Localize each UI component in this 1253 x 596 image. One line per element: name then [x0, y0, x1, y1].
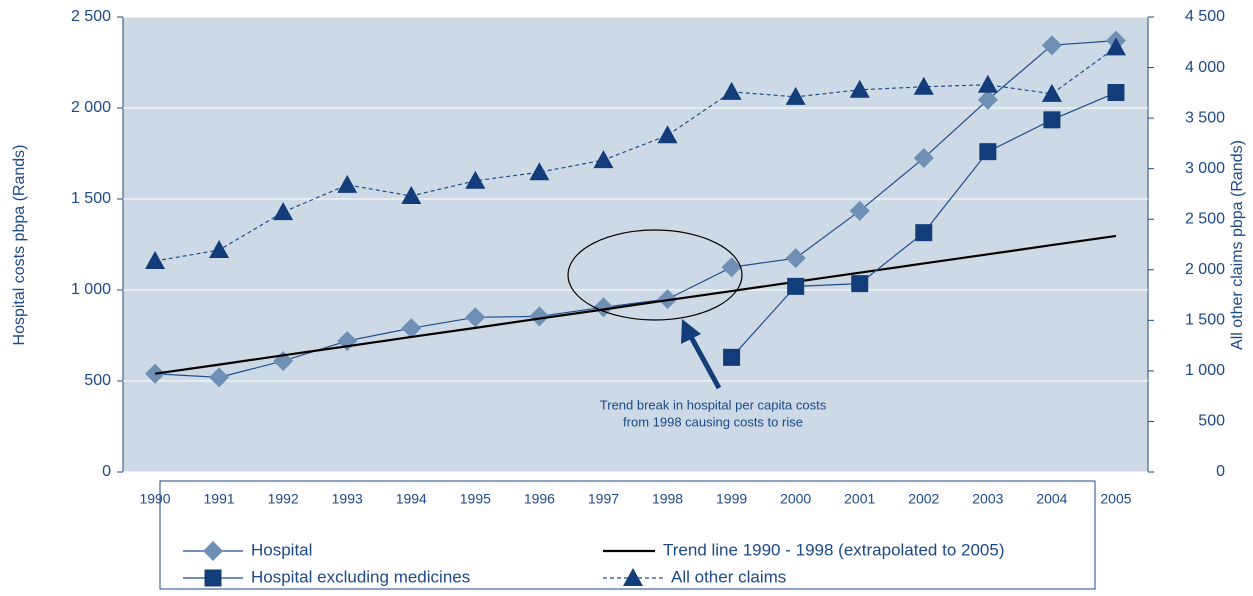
triangle-marker — [785, 86, 806, 105]
diamond-marker — [849, 200, 870, 221]
square-marker — [1107, 84, 1125, 102]
y2-tick-label: 500 — [1198, 413, 1225, 430]
y2-axis-label: All other claims pbpa (Rands) — [1229, 140, 1246, 350]
diamond-marker — [977, 89, 998, 110]
x-tick-label: 1992 — [268, 491, 299, 507]
y-tick-label: 0 — [102, 463, 111, 480]
triangle-marker — [721, 81, 742, 100]
diamond-marker — [203, 541, 223, 561]
triangle-marker — [849, 79, 870, 98]
square-marker — [915, 224, 933, 242]
diamond-marker — [593, 297, 614, 318]
legend-label: Hospital excluding medicines — [251, 567, 470, 586]
x-tick-label: 1994 — [396, 491, 427, 507]
x-tick-label: 1996 — [524, 491, 555, 507]
triangle-marker — [401, 185, 422, 204]
x-tick-label: 2004 — [1036, 491, 1067, 507]
square-marker — [723, 348, 741, 366]
triangle-marker — [209, 240, 230, 259]
square-marker — [979, 143, 997, 161]
x-tick-label: 2005 — [1100, 491, 1131, 507]
y2-tick-label: 3 500 — [1185, 109, 1225, 126]
triangle-marker — [623, 568, 643, 586]
y-tick-label: 1 500 — [71, 190, 111, 207]
triangle-marker — [593, 150, 614, 169]
y2-tick-label: 1 500 — [1185, 312, 1225, 329]
annotation-arrowhead — [681, 319, 701, 344]
diamond-marker — [913, 148, 934, 169]
triangle-marker — [529, 162, 550, 181]
square-marker — [1043, 111, 1061, 129]
x-tick-label: 2002 — [908, 491, 939, 507]
triangle-marker — [1041, 83, 1062, 102]
diamond-marker — [785, 248, 806, 269]
annotation: from 1998 causing costs to rise — [623, 414, 803, 429]
diamond-marker — [465, 307, 486, 328]
x-tick-label: 1998 — [652, 491, 683, 507]
square-marker — [851, 275, 869, 293]
triangle-marker — [273, 202, 294, 221]
triangle-marker — [145, 250, 166, 269]
grid — [117, 16, 1154, 473]
legend-label: Trend line 1990 - 1998 (extrapolated to … — [663, 540, 1005, 559]
triangle-marker — [657, 125, 678, 144]
y-axis-label: Hospital costs pbpa (Rands) — [11, 145, 28, 346]
x-tick-label: 1997 — [588, 491, 619, 507]
legend-label: All other claims — [671, 567, 786, 586]
legend — [159, 480, 1096, 590]
triangle-marker — [465, 170, 486, 189]
y2-tick-label: 2 500 — [1185, 210, 1225, 227]
x-tick-label: 1993 — [332, 491, 363, 507]
y-tick-label: 2 500 — [71, 8, 111, 25]
square-marker — [787, 277, 805, 295]
x-tick-label: 1991 — [204, 491, 235, 507]
triangle-marker — [977, 74, 998, 93]
y-tick-label: 2 000 — [71, 99, 111, 116]
y2-tick-label: 4 500 — [1185, 8, 1225, 25]
triangle-marker — [1105, 37, 1126, 56]
triangle-marker — [913, 76, 934, 95]
series-line — [154, 234, 1117, 375]
x-tick-label: 2001 — [844, 491, 875, 507]
y2-tick-label: 3 000 — [1185, 160, 1225, 177]
x-tick-label: 1995 — [460, 491, 491, 507]
y2-tick-label: 0 — [1216, 463, 1225, 480]
y-tick-label: 1 000 — [71, 281, 111, 298]
legend-items: Hospital Trend line 1990 - 1998 (extrapol… — [183, 540, 1005, 587]
triangle-marker — [337, 174, 358, 193]
diamond-marker — [721, 257, 742, 278]
x-tick-label: 1999 — [716, 491, 747, 507]
plot-area — [122, 16, 1149, 473]
x-tick-label: 2003 — [972, 491, 1003, 507]
square-marker — [204, 569, 222, 587]
x-tick-label: 1990 — [139, 491, 170, 507]
series-line — [154, 46, 1117, 262]
annotation: Trend break in hospital per capita costs — [600, 397, 827, 412]
y-tick-label: 500 — [84, 372, 111, 389]
y2-tick-label: 2 000 — [1185, 261, 1225, 278]
annotation-arrow — [687, 333, 722, 390]
y2-tick-label: 1 000 — [1185, 362, 1225, 379]
highlight-ellipse — [567, 229, 743, 321]
data — [145, 30, 1126, 388]
diamond-marker — [401, 318, 422, 339]
y2-tick-label: 4 000 — [1185, 59, 1225, 76]
diamond-marker — [529, 306, 550, 327]
x-tick-label: 2000 — [780, 491, 811, 507]
diamond-marker — [209, 367, 230, 388]
diamond-marker — [1041, 35, 1062, 56]
legend-label: Hospital — [251, 540, 312, 559]
